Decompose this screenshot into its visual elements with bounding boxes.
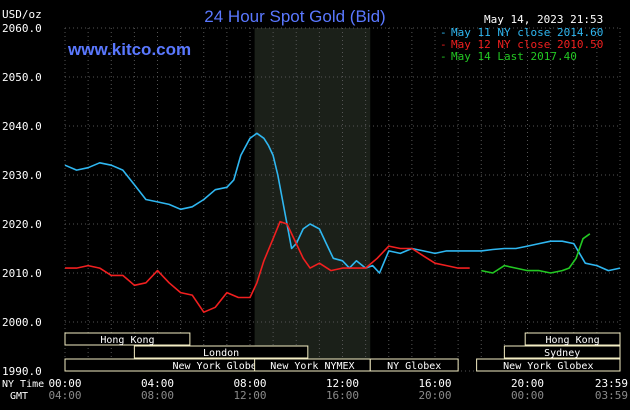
legend-entry: May 11 NY close 2014.60 bbox=[451, 26, 603, 39]
y-tick-label: 2000.0 bbox=[2, 316, 42, 329]
kitco-watermark[interactable]: www.kitco.com bbox=[67, 40, 191, 59]
y-tick-label: 2020.0 bbox=[2, 218, 42, 231]
y-tick-label: 1990.0 bbox=[2, 365, 42, 378]
session-label: NY Globex bbox=[387, 361, 441, 372]
x-tick-label-gmt: 04:00 bbox=[48, 389, 81, 402]
legend-entry: May 12 NY close 2010.50 bbox=[451, 38, 603, 51]
y-axis-unit-label: USD/oz bbox=[2, 8, 42, 21]
x-tick-label-ny: 04:00 bbox=[141, 377, 174, 390]
x-axis-ny-time-label: NY Time bbox=[2, 379, 44, 390]
legend-marker: - bbox=[440, 26, 447, 39]
series-line-3 bbox=[481, 233, 591, 274]
session-box bbox=[64, 332, 191, 346]
y-tick-label: 2060.0 bbox=[2, 22, 42, 35]
price-series bbox=[64, 132, 621, 314]
session-box bbox=[476, 358, 621, 372]
x-tick-label-ny: 16:00 bbox=[418, 377, 451, 390]
x-tick-label-gmt: 08:00 bbox=[141, 389, 174, 402]
y-tick-label: 2030.0 bbox=[2, 169, 42, 182]
session-label: Hong Kong bbox=[546, 335, 600, 346]
session-label: London bbox=[203, 348, 239, 359]
x-tick-label-ny: 00:00 bbox=[48, 377, 81, 390]
session-box bbox=[524, 332, 621, 346]
chart-title: 24 Hour Spot Gold (Bid) bbox=[204, 7, 385, 26]
x-tick-label-gmt: 00:00 bbox=[511, 389, 544, 402]
x-tick-label-gmt: 12:00 bbox=[233, 389, 266, 402]
y-tick-label: 2050.0 bbox=[2, 71, 42, 84]
session-label: New York NYMEX bbox=[270, 361, 354, 372]
x-tick-label-gmt: 16:00 bbox=[326, 389, 359, 402]
y-tick-label: 2010.0 bbox=[2, 267, 42, 280]
chart-legend: - May 11 NY close 2014.60- May 12 NY close… bbox=[440, 26, 603, 63]
legend-marker: - bbox=[440, 38, 447, 51]
series-line-2 bbox=[65, 220, 470, 314]
x-tick-label-ny: 08:00 bbox=[233, 377, 266, 390]
session-label: New York Globex bbox=[503, 361, 593, 372]
axis-labels: 2060.0 2050.0 2040.0 2030.0 2020.0 2010.0 2000… bbox=[2, 22, 628, 402]
y-tick-label: 2040.0 bbox=[2, 120, 42, 133]
timestamp-label: May 14, 2023 21:53 bbox=[484, 13, 603, 26]
x-tick-label-gmt: 03:59 bbox=[595, 389, 628, 402]
legend-marker: - bbox=[440, 50, 447, 63]
session-boxes: Hong Kong London New York Globex New York N… bbox=[64, 332, 621, 372]
nymex-shade bbox=[254, 28, 371, 371]
session-label: New York Globex bbox=[172, 361, 262, 372]
x-tick-label-ny: 12:00 bbox=[326, 377, 359, 390]
series-line-1 bbox=[64, 132, 621, 274]
x-tick-label-ny: 20:00 bbox=[511, 377, 544, 390]
x-axis-gmt-label: GMT bbox=[10, 391, 28, 402]
session-label: Hong Kong bbox=[100, 335, 154, 346]
session-box bbox=[503, 345, 621, 359]
session-box bbox=[133, 345, 309, 359]
x-tick-label-ny: 23:59 bbox=[595, 377, 628, 390]
session-box bbox=[369, 358, 459, 372]
legend-entry: May 14 Last 2017.40 bbox=[451, 50, 577, 63]
session-label: Sydney bbox=[544, 348, 580, 359]
trading-session-shade bbox=[254, 28, 371, 371]
x-tick-label-gmt: 20:00 bbox=[418, 389, 451, 402]
